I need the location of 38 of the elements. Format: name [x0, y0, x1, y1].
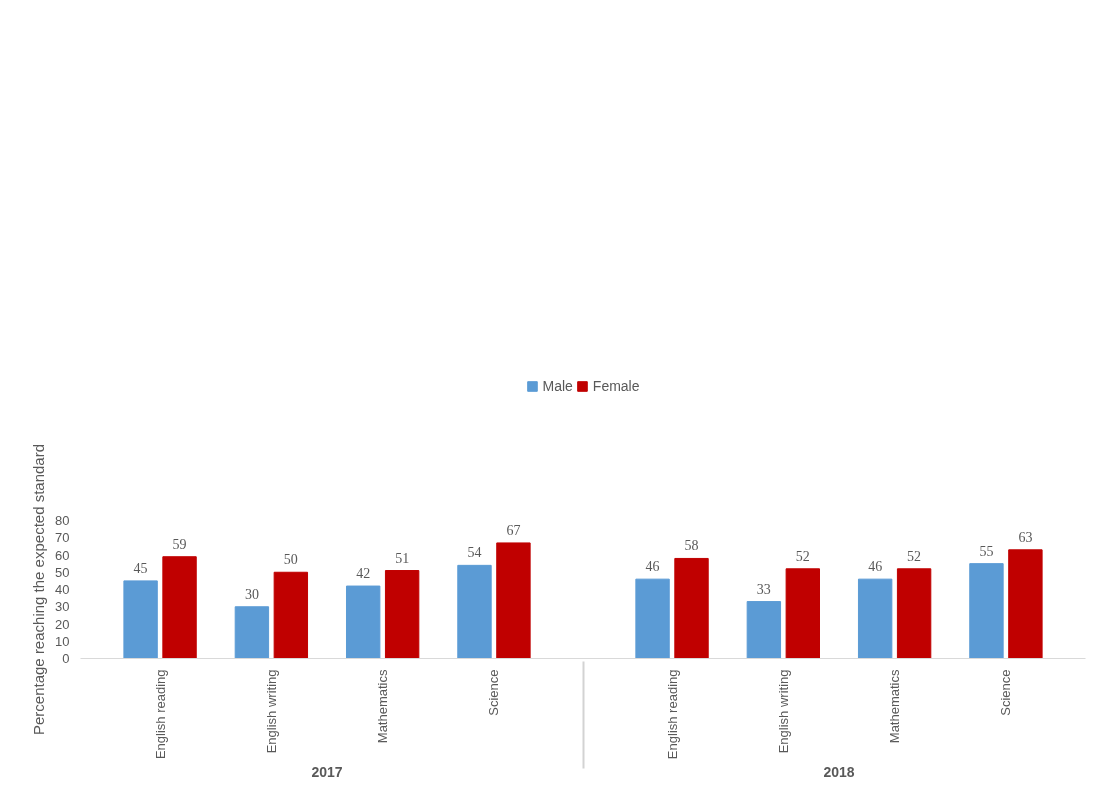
y-tick-label: 60: [55, 547, 70, 563]
data-label: 42: [356, 566, 371, 582]
x-tick-label: Mathematics: [887, 669, 903, 744]
y-tick-label: 80: [55, 513, 70, 528]
data-label: 52: [907, 548, 922, 564]
y-tick-label: 50: [55, 564, 70, 580]
x-tick-label: English reading: [152, 669, 168, 760]
data-label: 52: [795, 548, 810, 564]
text: 2017: [311, 764, 343, 781]
y-tick-label: 30: [55, 599, 70, 615]
y-tick-label: 0: [62, 651, 70, 666]
text: 2018: [823, 764, 855, 781]
x-tick-label: Science: [998, 669, 1014, 716]
data-label: 46: [645, 559, 660, 575]
x-tick-label: English writing: [775, 669, 791, 754]
data-label: 55: [979, 543, 994, 559]
data-label: 59: [172, 536, 187, 552]
data-label: 51: [395, 550, 410, 566]
data-label: 45: [133, 560, 148, 576]
data-label: 30: [244, 586, 259, 602]
x-tick-label: Mathematics: [375, 669, 391, 744]
data-label: 58: [684, 538, 699, 554]
data-label: 63: [1018, 529, 1033, 545]
y-tick-label: 20: [55, 616, 70, 632]
x-tick-label: Science: [486, 669, 502, 716]
data-label: 54: [467, 545, 482, 561]
legend-label: Female: [592, 378, 640, 394]
legend-label: Male: [542, 378, 573, 394]
data-label: 67: [506, 522, 521, 538]
x-tick-label: English reading: [664, 669, 680, 760]
data-label: 33: [756, 581, 771, 597]
x-tick-label: English writing: [263, 669, 279, 754]
y-tick-label: 70: [55, 530, 70, 546]
data-label: 50: [283, 552, 298, 568]
y-axis-title: Percentage reaching the expected standard: [30, 443, 48, 736]
y-tick-label: 10: [55, 633, 70, 649]
y-tick-label: 40: [55, 582, 70, 597]
data-label: 46: [868, 559, 883, 575]
